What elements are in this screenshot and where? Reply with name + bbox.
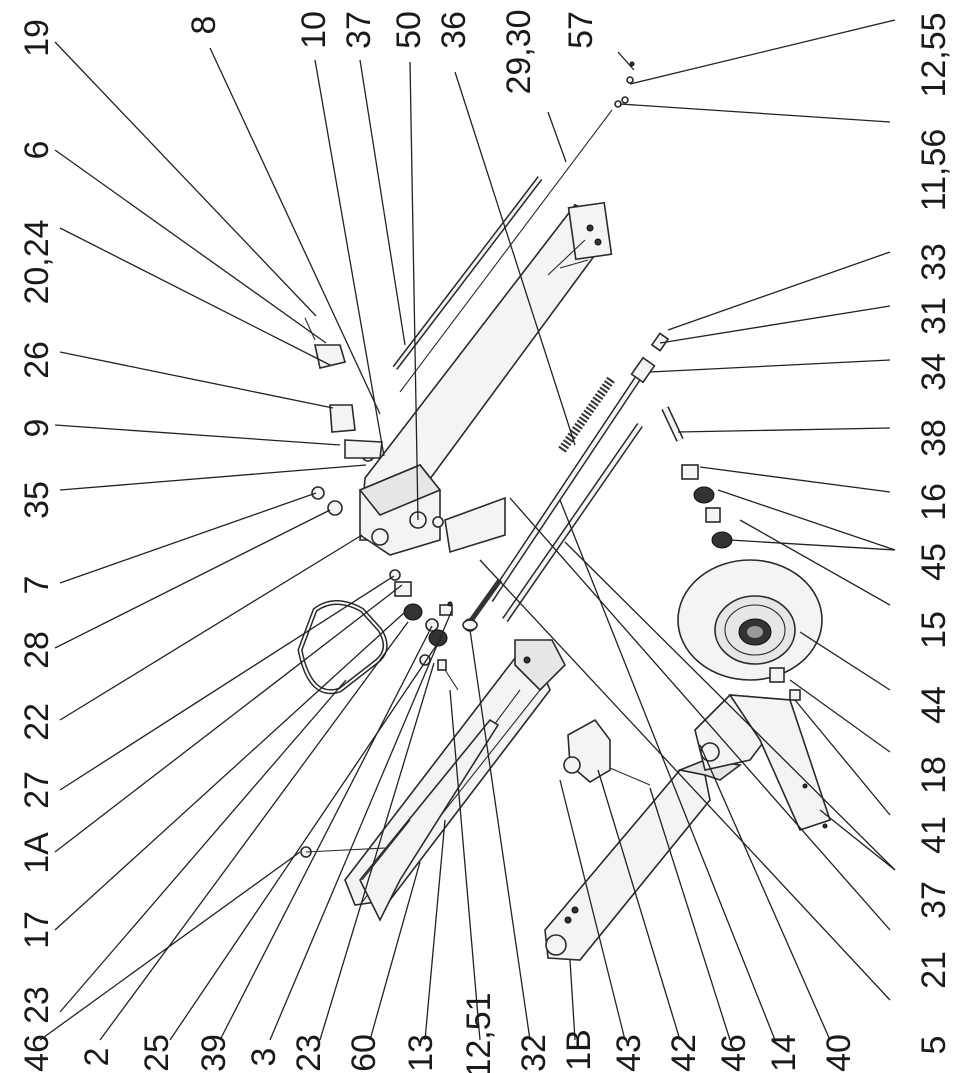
rod-end-31-33 bbox=[630, 332, 670, 384]
label-46-bottom-left: 46 bbox=[18, 1034, 56, 1072]
label-10: 10 bbox=[295, 11, 333, 49]
label-11-56: 11,56 bbox=[915, 129, 953, 212]
label-12-55: 12,55 bbox=[915, 12, 953, 97]
label-25: 25 bbox=[138, 1034, 176, 1072]
label-57: 57 bbox=[562, 11, 600, 49]
label-21: 21 bbox=[915, 951, 953, 989]
rod-pair-lower bbox=[487, 373, 643, 622]
label-31: 31 bbox=[915, 297, 953, 335]
label-22: 22 bbox=[18, 703, 56, 741]
label-37-top: 37 bbox=[340, 11, 378, 49]
label-23-left: 23 bbox=[18, 986, 56, 1024]
label-35: 35 bbox=[18, 481, 56, 519]
label-44: 44 bbox=[915, 686, 953, 724]
label-26: 26 bbox=[18, 341, 56, 379]
bolt-46 bbox=[300, 846, 386, 858]
bracket-parts bbox=[304, 317, 383, 516]
label-14: 14 bbox=[765, 1034, 803, 1072]
label-46-bottom: 46 bbox=[715, 1034, 753, 1072]
label-28: 28 bbox=[18, 631, 56, 669]
label-2: 2 bbox=[78, 1048, 116, 1067]
label-7: 7 bbox=[18, 576, 56, 595]
axle-38 bbox=[661, 406, 801, 701]
label-8: 8 bbox=[185, 16, 223, 35]
label-40: 40 bbox=[820, 1034, 858, 1072]
label-20-24: 20,24 bbox=[18, 219, 56, 304]
label-39: 39 bbox=[195, 1034, 233, 1072]
label-1B: 1B bbox=[560, 1029, 598, 1071]
label-23-bottom: 23 bbox=[290, 1034, 328, 1072]
small-hardware bbox=[389, 516, 477, 691]
label-5: 5 bbox=[915, 1036, 953, 1055]
block-42 bbox=[563, 718, 651, 786]
callout-labels: 19 6 20,24 26 9 35 7 28 22 27 1A 17 23 8… bbox=[18, 9, 953, 1073]
label-16: 16 bbox=[915, 483, 953, 521]
plate-21 bbox=[444, 496, 506, 554]
label-50: 50 bbox=[390, 11, 428, 49]
leader-lines bbox=[39, 19, 896, 1041]
label-9: 9 bbox=[18, 419, 56, 438]
label-60: 60 bbox=[345, 1034, 383, 1072]
label-34: 34 bbox=[915, 353, 953, 391]
lower-leg-1B bbox=[544, 759, 743, 961]
label-38: 38 bbox=[915, 419, 953, 457]
label-27: 27 bbox=[18, 771, 56, 809]
label-18: 18 bbox=[915, 756, 953, 794]
wheel-15 bbox=[677, 559, 823, 681]
upper-frame-tube bbox=[359, 201, 613, 541]
threaded-rod-32 bbox=[462, 578, 503, 631]
label-3: 3 bbox=[245, 1048, 283, 1067]
rod-upper-thin bbox=[399, 109, 613, 393]
label-37-right: 37 bbox=[915, 881, 953, 919]
label-19: 19 bbox=[18, 19, 56, 57]
pins-top-right bbox=[614, 61, 635, 108]
label-43: 43 bbox=[610, 1034, 648, 1072]
fork-bracket bbox=[694, 694, 832, 831]
clip-60 bbox=[359, 718, 500, 922]
label-45: 45 bbox=[915, 543, 953, 581]
block-housing bbox=[358, 464, 442, 556]
label-1A: 1A bbox=[18, 832, 56, 874]
label-32: 32 bbox=[515, 1034, 553, 1072]
label-12-51: 12,51 bbox=[460, 992, 498, 1073]
rod-37-upper bbox=[392, 176, 543, 370]
label-42: 42 bbox=[665, 1034, 703, 1072]
spring-36 bbox=[558, 375, 616, 453]
label-15: 15 bbox=[915, 611, 953, 649]
label-6: 6 bbox=[18, 141, 56, 160]
label-33: 33 bbox=[915, 243, 953, 281]
label-36: 36 bbox=[435, 11, 473, 49]
label-41: 41 bbox=[915, 816, 953, 854]
label-17: 17 bbox=[18, 911, 56, 949]
label-29-30: 29,30 bbox=[500, 9, 538, 94]
label-13: 13 bbox=[402, 1034, 440, 1072]
